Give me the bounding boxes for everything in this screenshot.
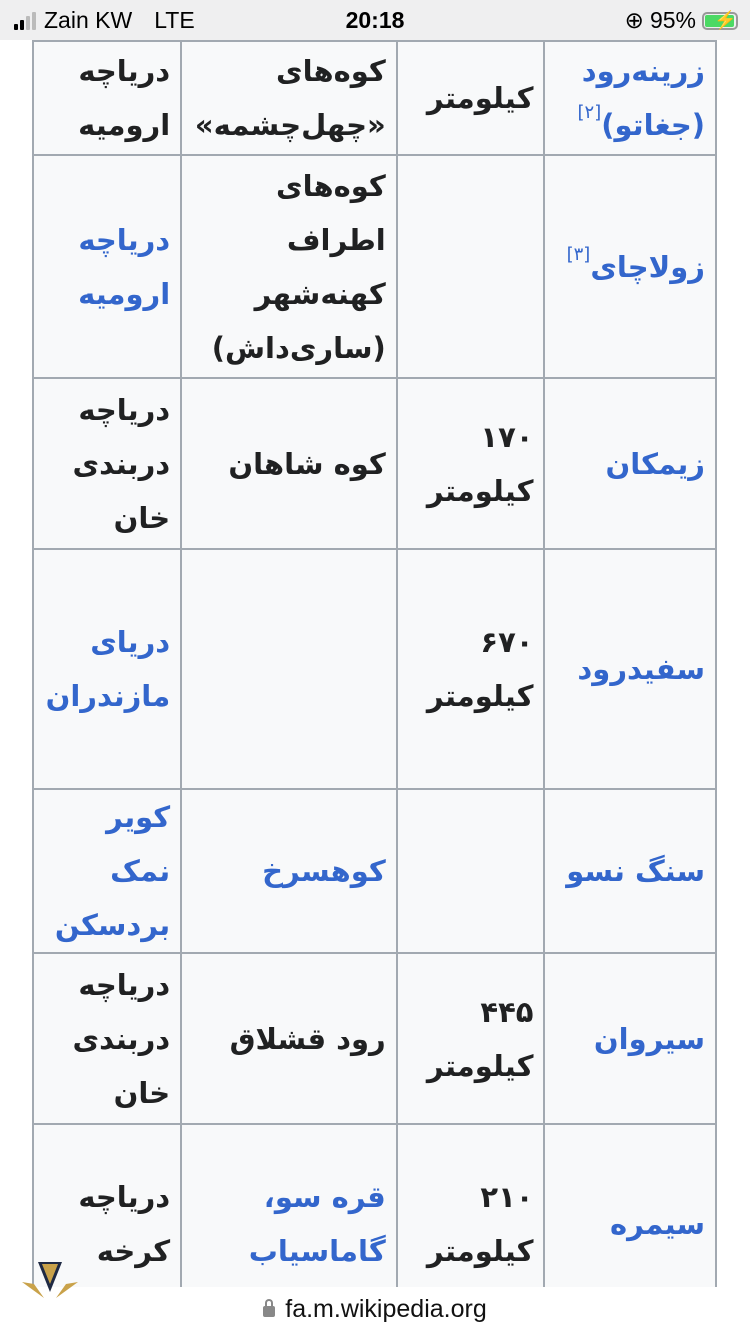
battery-percent: 95% [649, 7, 696, 33]
length-cell: کیلومتر [395, 40, 546, 156]
source-cell: کوه‌های اطراف کهنه‌شهر (ساری‌داش) [180, 154, 398, 379]
river-name-cell: سنگ نسو [543, 788, 717, 954]
source-cell-text: کوه‌های اطراف کهنه‌شهر (ساری‌داش) [211, 168, 386, 365]
signal-icon [14, 11, 36, 30]
carrier: Zain KW [44, 7, 133, 33]
mouth-cell-text: دریاچه دربندی خان [72, 392, 171, 535]
river-name-cell: زولاچای[۳] [543, 154, 717, 379]
mouth-cell: دریاچه دربندی خان [32, 952, 183, 1125]
source-cell: کوه‌های «چهل‌چشمه» [180, 40, 398, 156]
mouth-cell: کویر نمک بردسکن [32, 788, 183, 954]
river-name-cell-text[interactable]: سیمره [610, 1207, 705, 1241]
reference-link[interactable]: [۲] [577, 102, 602, 123]
url-text: fa.m.wikipedia.org [285, 1295, 487, 1323]
table-row: زیمکان ۱۷۰ کیلومتر کوه شاهان دریاچه دربندی … [32, 377, 717, 550]
river-name-cell-text[interactable]: زیمکان [605, 446, 705, 481]
mouth-cell-text: دریاچه کرخه [78, 1180, 171, 1268]
mouth-cell: دریاچه دربندی خان [32, 377, 183, 550]
river-name-cell-text[interactable]: سفیدرود [577, 652, 705, 686]
length-cell: ۶۷۰ کیلومتر [395, 548, 546, 790]
source-cell: کوهسرخ [180, 788, 398, 954]
mouth-cell: دریاچه ارومیه [32, 40, 183, 156]
length-cell: ۲۱۰ کیلومتر [395, 1123, 546, 1287]
reference-link[interactable]: [۳] [566, 243, 591, 265]
status-bar: Zain KW LTE 20:18 ⊕ 95% ⚡ [0, 0, 750, 40]
source-cell-text: رود قشلاق [229, 1021, 386, 1056]
watermark-logo [4, 1258, 96, 1334]
mouth-cell-text: دریاچه دربندی خان [72, 967, 171, 1110]
rivers-table: زرینه‌رود (جغاتو)[۲] کیلومتر کوه‌های «چهل‌… [32, 40, 717, 1287]
river-name-cell: زرینه‌رود (جغاتو)[۲] [543, 40, 717, 156]
mouth-cell: دریای مازندران [32, 548, 183, 790]
mouth-cell-text[interactable]: دریای مازندران [45, 625, 171, 713]
source-cell [180, 548, 398, 790]
length-cell-text: ۶۷۰ کیلومتر [426, 625, 534, 713]
table-row: سیمره ۲۱۰ کیلومتر قره سو، گاماسیاب دریاچه ک… [32, 1123, 717, 1287]
river-name-cell: سیروان [543, 952, 717, 1125]
source-cell-text[interactable]: قره سو، گاماسیاب [248, 1180, 386, 1268]
table-row: زولاچای[۳] کوه‌های اطراف کهنه‌شهر (ساری‌د… [32, 154, 717, 379]
length-cell [395, 788, 546, 954]
length-cell-text: ۲۱۰ کیلومتر [426, 1180, 534, 1268]
length-cell-text: ۴۴۵ کیلومتر [426, 994, 534, 1083]
river-name-cell: سیمره [543, 1123, 717, 1287]
length-cell-text: کیلومتر [426, 81, 534, 115]
mouth-cell: دریاچه ارومیه [32, 154, 183, 379]
clock: 20:18 [345, 7, 405, 33]
mouth-cell-text: دریاچه ارومیه [78, 54, 171, 142]
table-row: سنگ نسو کوهسرخ کویر نمک بردسکن [32, 788, 717, 954]
length-cell [395, 154, 546, 379]
table-scroll-container[interactable]: زرینه‌رود (جغاتو)[۲] کیلومتر کوه‌های «چهل‌… [32, 40, 750, 1287]
length-cell-text: ۱۷۰ کیلومتر [426, 419, 534, 508]
river-name-cell-text[interactable]: زولاچای [590, 249, 705, 284]
table-row: سیروان ۴۴۵ کیلومتر رود قشلاق دریاچه دربندی … [32, 952, 717, 1125]
network-type: LTE [154, 7, 195, 33]
battery-icon: ⚡ [702, 10, 738, 30]
river-name-cell: زیمکان [543, 377, 717, 550]
mouth-cell: دریاچه کرخه [32, 1123, 183, 1287]
source-cell: قره سو، گاماسیاب [180, 1123, 398, 1287]
table-row: سفیدرود ۶۷۰ کیلومتر دریای مازندران [32, 548, 717, 790]
length-cell: ۴۴۵ کیلومتر [395, 952, 546, 1125]
river-name-cell-text[interactable]: سیروان [593, 1021, 705, 1056]
lock-icon [263, 1299, 276, 1317]
river-name-cell-text[interactable]: سنگ نسو [566, 854, 705, 888]
mouth-cell-text[interactable]: دریاچه ارومیه [78, 222, 171, 311]
source-cell: کوه شاهان [180, 377, 398, 550]
river-name-cell-text[interactable]: زرینه‌رود (جغاتو) [581, 54, 705, 142]
source-cell: رود قشلاق [180, 952, 398, 1125]
river-name-cell: سفیدرود [543, 548, 717, 790]
source-cell-text: کوه‌های «چهل‌چشمه» [194, 54, 386, 142]
length-cell: ۱۷۰ کیلومتر [395, 377, 546, 550]
rotation-lock-icon: ⊕ [624, 7, 644, 33]
source-cell-text[interactable]: کوهسرخ [262, 854, 386, 888]
url-bar[interactable]: fa.m.wikipedia.org [0, 1287, 750, 1334]
table-row: زرینه‌رود (جغاتو)[۲] کیلومتر کوه‌های «چهل‌… [32, 40, 717, 156]
mouth-cell-text[interactable]: کویر نمک بردسکن [54, 800, 171, 942]
source-cell-text: کوه شاهان [228, 446, 386, 481]
